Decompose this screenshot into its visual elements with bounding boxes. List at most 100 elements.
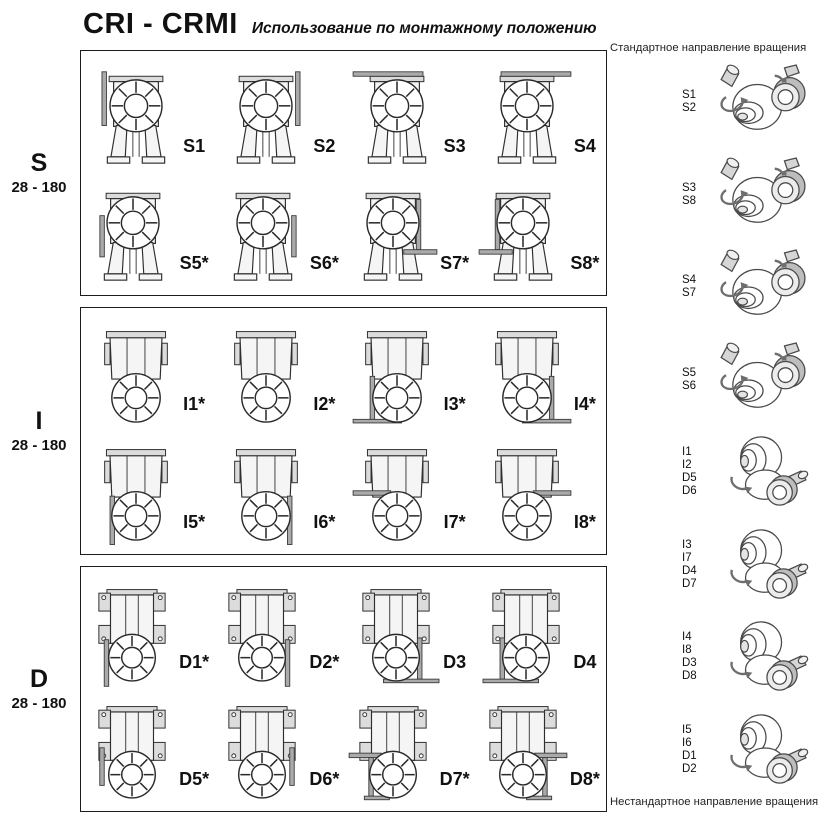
gearbox-front-view	[98, 706, 166, 799]
mounting-position-label: I3*	[443, 394, 466, 414]
section-grid: S1 S2 S3 S4 S5*	[81, 51, 606, 295]
rotation-group-positions: S5 S6	[682, 366, 697, 392]
mounting-position-label: D1*	[179, 652, 210, 672]
gearbox-3d-view	[720, 341, 806, 408]
rotation-group: S5 S6	[610, 334, 816, 427]
section-box-d: D1* D2* D3 D4 D5*	[80, 566, 607, 812]
gearbox-front-view	[497, 71, 572, 164]
mounting-position-label: I4*	[573, 394, 596, 414]
mounting-position-label: D2*	[309, 652, 340, 672]
mounting-position-label: S3	[443, 136, 466, 156]
gearbox-front-view	[98, 589, 166, 687]
gearbox-front-view	[363, 192, 438, 281]
gearbox-front-view	[482, 589, 560, 684]
section-side-label-i: I 28 - 180	[0, 307, 78, 555]
gearbox-front-view	[495, 449, 572, 541]
page-title: CRI - CRMI	[83, 8, 238, 40]
gearbox-front-view	[495, 331, 572, 424]
section-letter: I	[35, 406, 43, 435]
rotation-group: I1 I2 D5 D6	[610, 426, 816, 519]
section-size-range: 28 - 180	[11, 694, 67, 712]
mounting-position-cell: D2*	[213, 572, 343, 689]
mounting-position-cell: D3	[344, 572, 474, 689]
mounting-position-label: I5*	[183, 512, 206, 532]
mounting-position-cell: S4	[474, 56, 604, 173]
gearbox-3d-view	[730, 436, 809, 507]
rotation-groups: S1 S2 S3 S8 S4 S7	[610, 56, 816, 796]
rotation-group: S4 S7	[610, 241, 816, 334]
rotation-group-positions: I1 I2 D5 D6	[682, 446, 697, 498]
mounting-position-cell: S7*	[344, 173, 474, 290]
section-grid: D1* D2* D3 D4 D5*	[81, 567, 606, 811]
section-size-range: 28 - 180	[11, 178, 67, 196]
gearbox-front-view	[352, 449, 429, 541]
mounting-position-label: S6*	[309, 253, 339, 273]
mounting-position-cell: S2	[213, 56, 343, 173]
mounting-position-label: D4	[573, 652, 597, 672]
mounting-position-label: I2*	[313, 394, 336, 414]
mounting-position-cell: D4	[474, 572, 604, 689]
mounting-position-cell: S8*	[474, 173, 604, 290]
section-letter: D	[29, 664, 49, 693]
gearbox-3d-view	[730, 621, 809, 692]
mounting-position-cell: I1*	[83, 313, 213, 431]
gearbox-3d-view	[720, 64, 806, 131]
gearbox-front-view	[234, 331, 299, 423]
mounting-position-label: D5*	[179, 769, 210, 789]
rotation-group: I4 I8 D3 D8	[610, 611, 816, 704]
rotation-group: S1 S2	[610, 56, 816, 149]
section-size-range: 28 - 180	[11, 436, 67, 454]
mounting-position-label: I1*	[183, 394, 206, 414]
gearbox-front-view	[352, 331, 429, 424]
mounting-position-cell: I2*	[213, 313, 343, 431]
section-box-s: S1 S2 S3 S4 S5*	[80, 50, 607, 296]
section-letter: S	[30, 148, 48, 177]
rotation-group-positions: I4 I8 D3 D8	[682, 631, 697, 683]
mounting-position-label: S7*	[440, 253, 470, 273]
gearbox-front-view	[352, 71, 426, 164]
gearbox-front-view	[228, 589, 296, 687]
gearbox-front-view	[479, 192, 553, 281]
page-header: CRI - CRMI Использование по монтажному п…	[83, 8, 597, 41]
gearbox-front-view	[348, 706, 427, 801]
mounting-position-cell: D6*	[213, 689, 343, 806]
mounting-position-label: D7*	[439, 769, 470, 789]
mounting-position-cell: I7*	[344, 431, 474, 549]
rotation-direction-panel: Стандартное направление вращения S1 S2 S3…	[610, 42, 818, 808]
gearbox-front-view	[101, 71, 166, 164]
gearbox-3d-view	[730, 714, 809, 784]
mounting-position-cell: D1*	[83, 572, 213, 689]
mounting-position-label: I6*	[313, 512, 336, 532]
mounting-position-cell: D7*	[344, 689, 474, 806]
gearbox-front-view	[362, 589, 440, 684]
mounting-position-cell: I4*	[474, 313, 604, 431]
section-grid: I1* I2* I3* I4* I5* I6* I7	[81, 308, 606, 554]
rotation-group-positions: S4 S7	[682, 274, 697, 300]
standard-rotation-label: Стандартное направление вращения	[610, 42, 807, 54]
rotation-group-positions: S3 S8	[682, 181, 697, 207]
rotation-group: S3 S8	[610, 149, 816, 242]
mounting-position-cell: D5*	[83, 689, 213, 806]
mounting-position-label: S4	[573, 136, 596, 156]
mounting-position-cell: S3	[344, 56, 474, 173]
mounting-position-cell: S1	[83, 56, 213, 173]
mounting-position-label: S8*	[570, 253, 600, 273]
gearbox-front-view	[233, 192, 297, 281]
mounting-position-cell: I3*	[344, 313, 474, 431]
rotation-group: I3 I7 D4 D7	[610, 519, 816, 612]
gearbox-3d-view	[730, 529, 809, 599]
gearbox-3d-view	[720, 156, 806, 223]
section-side-label-s: S 28 - 180	[0, 50, 78, 296]
mounting-position-cell: S6*	[213, 173, 343, 290]
mounting-position-cell: S5*	[83, 173, 213, 290]
mounting-position-label: S5*	[179, 253, 209, 273]
mounting-position-label: S1	[183, 136, 206, 156]
gearbox-front-view	[99, 192, 162, 281]
page-subtitle: Использование по монтажному положению	[251, 20, 597, 37]
mounting-position-label: I7*	[443, 512, 466, 532]
mounting-position-cell: I8*	[474, 431, 604, 549]
mounting-position-label: D8*	[569, 769, 600, 789]
gearbox-front-view	[228, 706, 296, 799]
gearbox-front-view	[104, 331, 168, 423]
